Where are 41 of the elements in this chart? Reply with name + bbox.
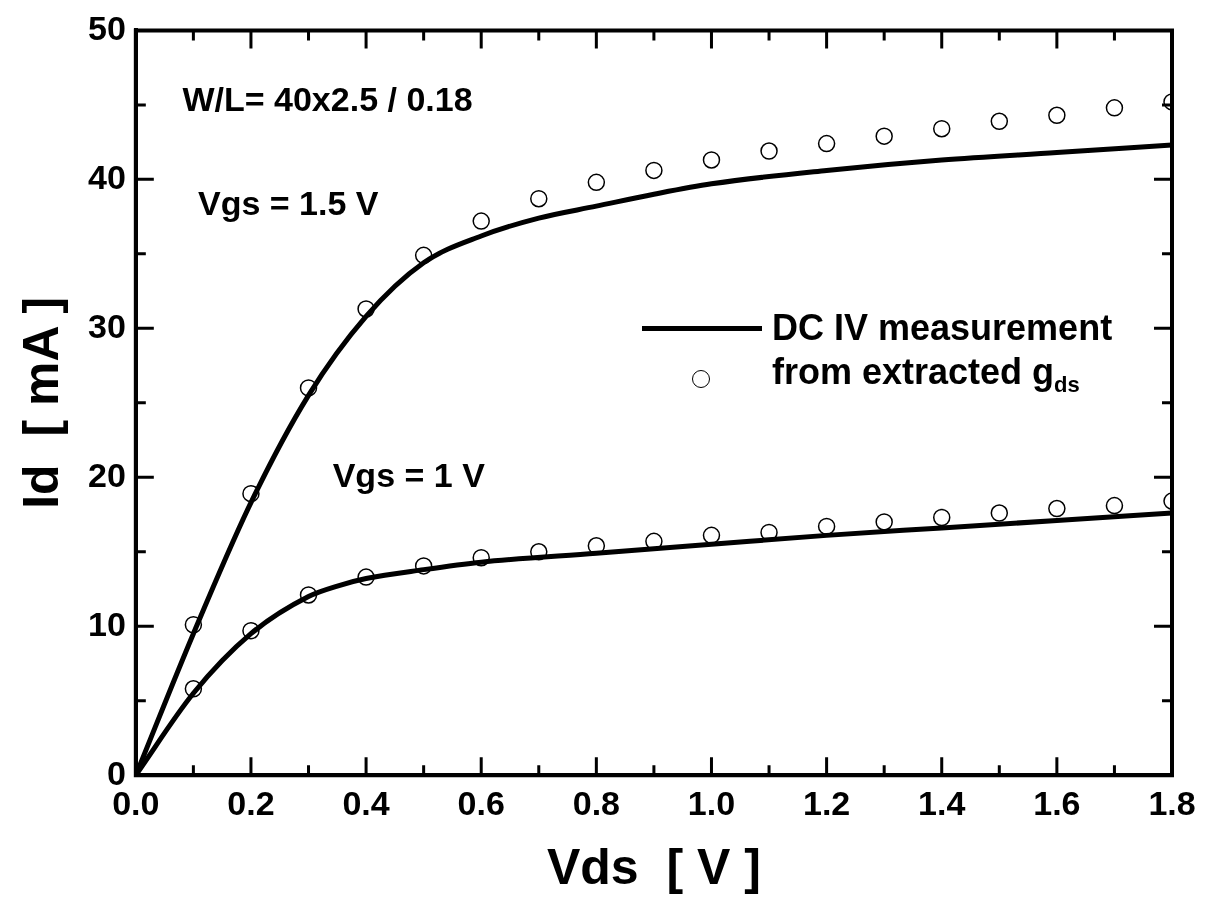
legend-label: DC IV measurement	[772, 305, 1113, 350]
point	[1048, 499, 1066, 518]
y-tick-label: 40	[87, 157, 126, 196]
point	[702, 151, 721, 169]
point	[817, 517, 836, 536]
x-tick-label: 1.8	[1148, 783, 1196, 822]
y-tick-label: 30	[87, 306, 126, 345]
point	[472, 212, 490, 230]
x-tick-label: 1.6	[1033, 783, 1081, 822]
point	[875, 513, 893, 531]
annotation: Vgs = 1 V	[332, 455, 486, 494]
y-tick-label: 0	[106, 753, 126, 792]
point	[1105, 99, 1124, 117]
x-tick-label: 0.6	[457, 783, 505, 822]
y-tick-label: 50	[87, 8, 126, 47]
point	[1105, 496, 1124, 515]
x-tick-label: 0.8	[572, 783, 620, 822]
x-tick-label: 1.2	[802, 783, 851, 822]
point	[760, 142, 778, 160]
annotation: Vgs = 1.5 V	[197, 183, 379, 222]
point	[645, 161, 663, 180]
x-tick-label: 1.4	[918, 783, 966, 822]
point	[530, 189, 548, 208]
point	[932, 508, 951, 527]
x-axis-title: Vds [ V ]	[546, 838, 761, 895]
point	[1048, 106, 1066, 125]
legend-label: from extracted g$_{ds}$	[772, 349, 1080, 400]
point	[702, 526, 721, 545]
point	[875, 127, 893, 145]
point	[817, 134, 836, 153]
point	[932, 119, 951, 138]
point	[587, 173, 606, 192]
y-tick-label: 10	[87, 604, 126, 643]
x-tick-label: 0.4	[342, 783, 390, 822]
y-axis-title: Id [ mA ]	[12, 296, 69, 509]
x-tick-label: 1.0	[687, 783, 736, 822]
point	[990, 504, 1009, 522]
x-tick-label: 0.2	[227, 783, 275, 822]
y-tick-label: 20	[87, 455, 126, 494]
point	[990, 112, 1009, 131]
annotation: W/L= 40x2.5 / 0.18	[182, 79, 473, 118]
